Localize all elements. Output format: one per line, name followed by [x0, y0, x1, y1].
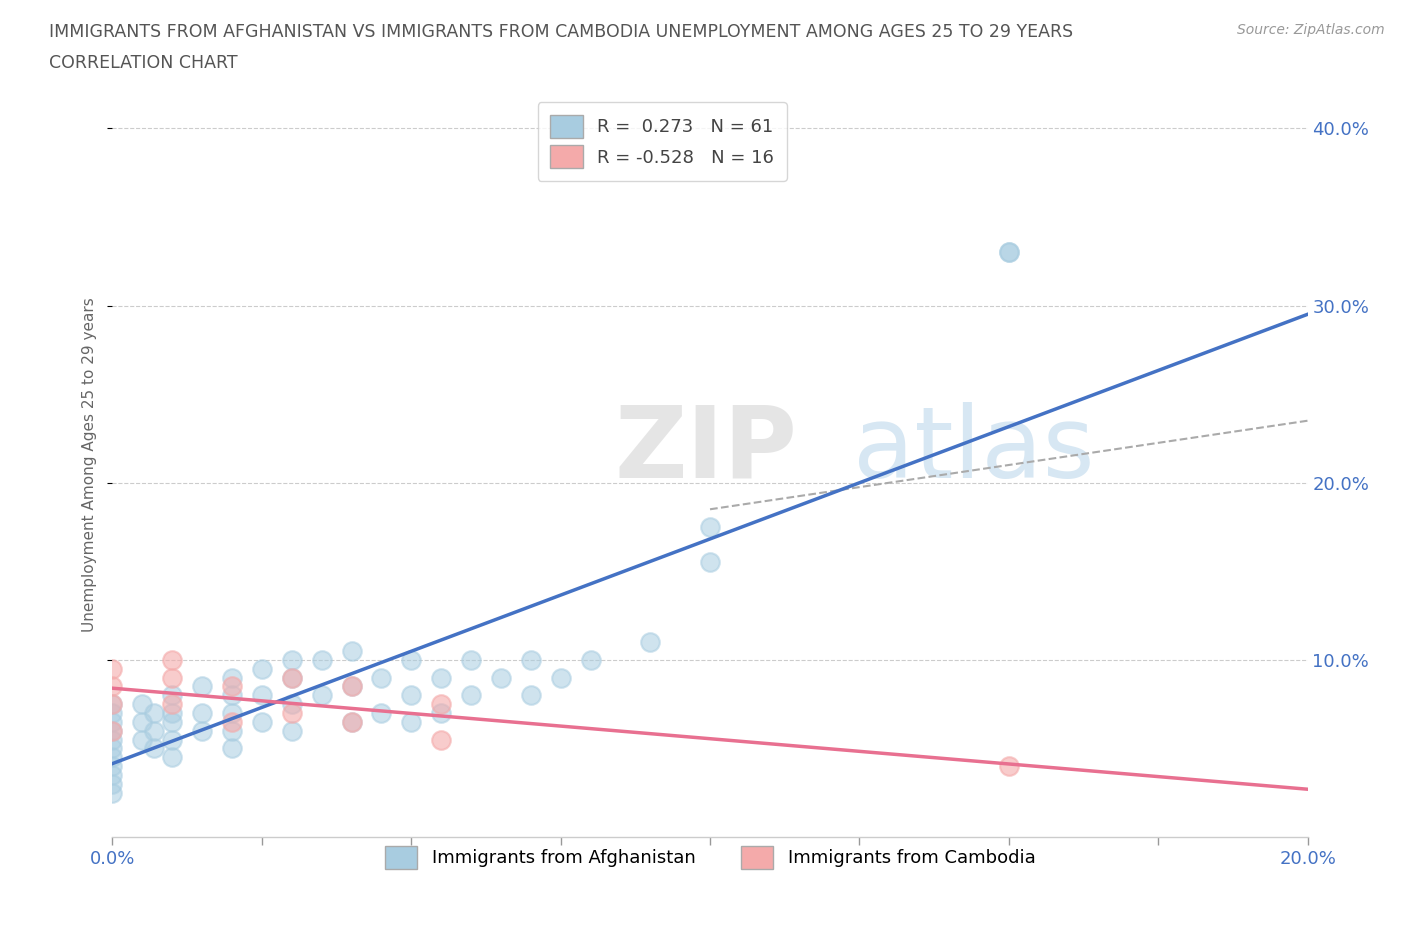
- Point: [101, 785, 124, 800]
- Point: [520, 688, 543, 703]
- Point: [340, 644, 363, 658]
- Point: [401, 653, 423, 668]
- Point: [340, 679, 363, 694]
- Point: [699, 520, 721, 535]
- Point: [340, 714, 363, 729]
- Point: [101, 714, 124, 729]
- Point: [460, 688, 482, 703]
- Point: [162, 732, 183, 747]
- Point: [191, 724, 214, 738]
- Point: [143, 741, 166, 756]
- Point: [221, 741, 243, 756]
- Text: IMMIGRANTS FROM AFGHANISTAN VS IMMIGRANTS FROM CAMBODIA UNEMPLOYMENT AMONG AGES : IMMIGRANTS FROM AFGHANISTAN VS IMMIGRANT…: [49, 23, 1073, 41]
- Point: [401, 714, 423, 729]
- Point: [250, 688, 273, 703]
- Point: [101, 724, 124, 738]
- Point: [340, 714, 363, 729]
- Point: [131, 697, 153, 711]
- Point: [370, 671, 392, 685]
- Point: [281, 697, 304, 711]
- Point: [162, 750, 183, 764]
- Point: [281, 671, 304, 685]
- Text: atlas: atlas: [853, 402, 1095, 498]
- Point: [550, 671, 572, 685]
- Point: [489, 671, 512, 685]
- Point: [101, 767, 124, 782]
- Point: [101, 759, 124, 774]
- Text: ZIP: ZIP: [614, 402, 797, 498]
- Point: [101, 697, 124, 711]
- Point: [370, 706, 392, 721]
- Point: [101, 750, 124, 764]
- Point: [162, 653, 183, 668]
- Point: [221, 671, 243, 685]
- Point: [281, 671, 304, 685]
- Point: [221, 714, 243, 729]
- Text: Source: ZipAtlas.com: Source: ZipAtlas.com: [1237, 23, 1385, 37]
- Point: [699, 555, 721, 570]
- Point: [162, 714, 183, 729]
- Point: [221, 679, 243, 694]
- Point: [221, 688, 243, 703]
- Point: [101, 697, 124, 711]
- Point: [162, 671, 183, 685]
- Point: [250, 714, 273, 729]
- Point: [998, 759, 1021, 774]
- Point: [101, 679, 124, 694]
- Point: [131, 714, 153, 729]
- Point: [460, 653, 482, 668]
- Point: [340, 679, 363, 694]
- Point: [430, 671, 453, 685]
- Point: [131, 732, 153, 747]
- Point: [998, 245, 1021, 259]
- Point: [162, 688, 183, 703]
- Point: [401, 688, 423, 703]
- Point: [101, 741, 124, 756]
- Point: [101, 732, 124, 747]
- Point: [998, 245, 1021, 259]
- Point: [162, 706, 183, 721]
- Point: [101, 706, 124, 721]
- Point: [430, 706, 453, 721]
- Point: [281, 653, 304, 668]
- Y-axis label: Unemployment Among Ages 25 to 29 years: Unemployment Among Ages 25 to 29 years: [82, 298, 97, 632]
- Text: CORRELATION CHART: CORRELATION CHART: [49, 54, 238, 72]
- Point: [579, 653, 602, 668]
- Point: [221, 724, 243, 738]
- Point: [430, 697, 453, 711]
- Point: [281, 724, 304, 738]
- Point: [250, 661, 273, 676]
- Point: [281, 706, 304, 721]
- Point: [162, 697, 183, 711]
- Point: [101, 777, 124, 791]
- Point: [143, 724, 166, 738]
- Point: [311, 653, 333, 668]
- Point: [311, 688, 333, 703]
- Point: [221, 706, 243, 721]
- Point: [191, 679, 214, 694]
- Point: [430, 732, 453, 747]
- Point: [101, 724, 124, 738]
- Point: [191, 706, 214, 721]
- Point: [143, 706, 166, 721]
- Point: [101, 661, 124, 676]
- Point: [640, 634, 662, 649]
- Legend: Immigrants from Afghanistan, Immigrants from Cambodia: Immigrants from Afghanistan, Immigrants …: [378, 839, 1042, 876]
- Point: [520, 653, 543, 668]
